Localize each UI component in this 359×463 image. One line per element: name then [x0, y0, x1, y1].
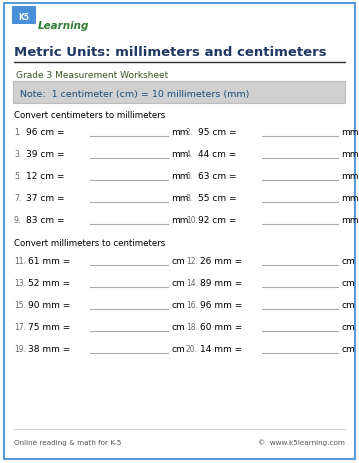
Text: Metric Units: millimeters and centimeters: Metric Units: millimeters and centimeter…: [14, 45, 327, 58]
Text: mm: mm: [171, 172, 188, 181]
Text: 12.: 12.: [186, 257, 198, 266]
Text: 52 mm =: 52 mm =: [28, 279, 70, 288]
Text: 14.: 14.: [186, 279, 198, 288]
Text: 1.: 1.: [14, 128, 21, 137]
Text: mm: mm: [341, 128, 359, 137]
Text: 37 cm =: 37 cm =: [26, 194, 65, 203]
Text: cm: cm: [341, 257, 355, 266]
Text: 96 mm =: 96 mm =: [200, 301, 242, 310]
Text: cm: cm: [171, 257, 185, 266]
Text: 95 cm =: 95 cm =: [198, 128, 237, 137]
Text: 20.: 20.: [186, 345, 198, 354]
Text: cm: cm: [171, 301, 185, 310]
Text: 14 mm =: 14 mm =: [200, 345, 242, 354]
FancyBboxPatch shape: [12, 7, 36, 25]
Text: mm: mm: [341, 172, 359, 181]
Text: Convert millimeters to centimeters: Convert millimeters to centimeters: [14, 239, 165, 248]
Text: cm: cm: [171, 323, 185, 332]
Text: Learning: Learning: [38, 21, 89, 31]
FancyBboxPatch shape: [4, 4, 355, 459]
Text: 96 cm =: 96 cm =: [26, 128, 65, 137]
Text: 6.: 6.: [186, 172, 193, 181]
Text: 39 cm =: 39 cm =: [26, 150, 65, 159]
Text: cm: cm: [341, 301, 355, 310]
FancyBboxPatch shape: [13, 82, 345, 104]
Text: 61 mm =: 61 mm =: [28, 257, 70, 266]
Text: K5: K5: [19, 13, 29, 21]
Text: 19.: 19.: [14, 345, 26, 354]
Text: 90 mm =: 90 mm =: [28, 301, 70, 310]
Text: 63 cm =: 63 cm =: [198, 172, 237, 181]
Text: 38 mm =: 38 mm =: [28, 345, 70, 354]
Text: 26 mm =: 26 mm =: [200, 257, 242, 266]
Text: 2.: 2.: [186, 128, 193, 137]
Text: Note:  1 centimeter (cm) = 10 millimeters (mm): Note: 1 centimeter (cm) = 10 millimeters…: [20, 89, 250, 98]
Text: Grade 3 Measurement Worksheet: Grade 3 Measurement Worksheet: [16, 71, 168, 80]
Text: 7.: 7.: [14, 194, 21, 203]
Text: 83 cm =: 83 cm =: [26, 216, 65, 225]
Text: 10.: 10.: [186, 216, 198, 225]
Text: Online reading & math for K-5: Online reading & math for K-5: [14, 439, 121, 445]
Text: 60 mm =: 60 mm =: [200, 323, 242, 332]
Text: cm: cm: [341, 279, 355, 288]
Text: 5.: 5.: [14, 172, 21, 181]
Text: cm: cm: [171, 279, 185, 288]
Text: 17.: 17.: [14, 323, 26, 332]
Text: mm: mm: [171, 194, 188, 203]
Text: ©  www.k5learning.com: © www.k5learning.com: [258, 439, 345, 445]
Text: mm: mm: [341, 216, 359, 225]
Text: mm: mm: [171, 128, 188, 137]
Text: mm: mm: [171, 150, 188, 159]
Text: 4.: 4.: [186, 150, 193, 159]
Text: 15.: 15.: [14, 301, 26, 310]
Text: 44 cm =: 44 cm =: [198, 150, 236, 159]
Text: 8.: 8.: [186, 194, 193, 203]
Text: 18.: 18.: [186, 323, 198, 332]
Text: 89 mm =: 89 mm =: [200, 279, 242, 288]
Text: mm: mm: [341, 150, 359, 159]
Text: 11.: 11.: [14, 257, 26, 266]
Text: Convert centimeters to millimeters: Convert centimeters to millimeters: [14, 110, 165, 119]
Text: 16.: 16.: [186, 301, 198, 310]
Text: mm: mm: [341, 194, 359, 203]
Text: cm: cm: [171, 345, 185, 354]
Text: 92 cm =: 92 cm =: [198, 216, 236, 225]
Text: 3.: 3.: [14, 150, 21, 159]
Text: 12 cm =: 12 cm =: [26, 172, 64, 181]
Text: 9.: 9.: [14, 216, 21, 225]
Text: 13.: 13.: [14, 279, 26, 288]
Text: cm: cm: [341, 345, 355, 354]
Text: 55 cm =: 55 cm =: [198, 194, 237, 203]
Text: 75 mm =: 75 mm =: [28, 323, 70, 332]
Text: cm: cm: [341, 323, 355, 332]
Text: mm: mm: [171, 216, 188, 225]
